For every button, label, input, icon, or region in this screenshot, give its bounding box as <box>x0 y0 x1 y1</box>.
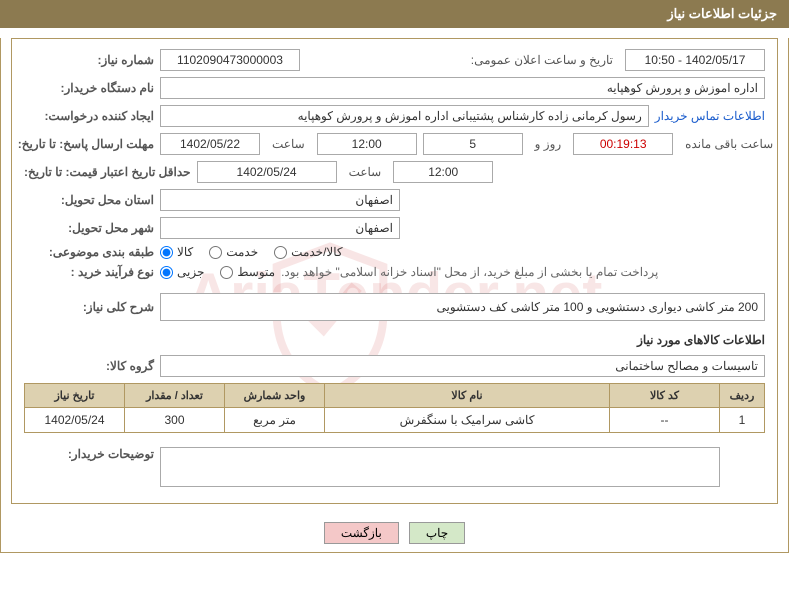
cell-unit: متر مربع <box>225 408 325 433</box>
buyer-org-label: نام دستگاه خریدار: <box>24 81 154 95</box>
col-name: نام کالا <box>325 384 610 408</box>
cell-qty: 300 <box>125 408 225 433</box>
cat-both-label: کالا/خدمت <box>291 245 342 259</box>
validity-time-field: 12:00 <box>393 161 493 183</box>
goods-table: ردیف کد کالا نام کالا واحد شمارش تعداد /… <box>24 383 765 433</box>
cell-row: 1 <box>720 408 765 433</box>
outer-panel: شماره نیاز: 1102090473000003 تاریخ و ساع… <box>0 38 789 553</box>
buyer-org-field: اداره اموزش و پرورش کوهپایه <box>160 77 765 99</box>
cell-code: -- <box>610 408 720 433</box>
proc-medium-label: متوسط <box>237 265 275 279</box>
table-row: 1 -- کاشی سرامیک با سنگفرش متر مربع 300 … <box>25 408 765 433</box>
deadline-label: مهلت ارسال پاسخ: تا تاریخ: <box>24 137 154 151</box>
buyer-contact-link[interactable]: اطلاعات تماس خریدار <box>655 109 765 123</box>
details-panel: شماره نیاز: 1102090473000003 تاریخ و ساع… <box>11 38 778 504</box>
announce-field: 1402/05/17 - 10:50 <box>625 49 765 71</box>
city-label: شهر محل تحویل: <box>24 221 154 235</box>
province-label: استان محل تحویل: <box>24 193 154 207</box>
cat-goods-label: کالا <box>177 245 193 259</box>
col-unit: واحد شمارش <box>225 384 325 408</box>
requester-field: رسول کرمانی زاده کارشناس پشتیبانی اداره … <box>160 105 649 127</box>
summary-label: شرح کلی نیاز: <box>24 300 154 314</box>
buyer-notes-box <box>160 447 720 487</box>
summary-field: 200 متر کاشی دیواری دستشویی و 100 متر کا… <box>160 293 765 321</box>
need-number-label: شماره نیاز: <box>24 53 154 67</box>
validity-date-field: 1402/05/24 <box>197 161 337 183</box>
process-radio-group: جزیی متوسط <box>160 265 275 279</box>
requester-label: ایجاد کننده درخواست: <box>24 109 154 123</box>
cat-both-radio[interactable] <box>274 246 287 259</box>
col-qty: تعداد / مقدار <box>125 384 225 408</box>
deadline-time-field: 12:00 <box>317 133 417 155</box>
remain-label: ساعت باقی مانده <box>679 137 779 151</box>
announce-label: تاریخ و ساعت اعلان عمومی: <box>465 53 619 67</box>
category-radio-group: کالا خدمت کالا/خدمت <box>160 245 343 259</box>
validity-time-label: ساعت <box>343 165 388 179</box>
deadline-time-label: ساعت <box>266 137 311 151</box>
col-row: ردیف <box>720 384 765 408</box>
group-label: گروه کالا: <box>24 359 154 373</box>
cell-name: کاشی سرامیک با سنگفرش <box>325 408 610 433</box>
days-label: روز و <box>529 137 568 151</box>
proc-small-radio[interactable] <box>160 266 173 279</box>
category-label: طبقه بندی موضوعی: <box>24 245 154 259</box>
need-number-field: 1102090473000003 <box>160 49 300 71</box>
panel-header: جزئیات اطلاعات نیاز <box>0 0 789 28</box>
goods-info-title: اطلاعات کالاهای مورد نیاز <box>24 333 765 347</box>
back-button[interactable]: بازگشت <box>324 522 399 544</box>
buyer-notes-label: توضیحات خریدار: <box>24 447 154 461</box>
deadline-date-field: 1402/05/22 <box>160 133 260 155</box>
cell-date: 1402/05/24 <box>25 408 125 433</box>
remain-time-field: 00:19:13 <box>573 133 673 155</box>
col-date: تاریخ نیاز <box>25 384 125 408</box>
validity-label: حداقل تاریخ اعتبار قیمت: تا تاریخ: <box>24 165 191 179</box>
days-field: 5 <box>423 133 523 155</box>
process-label: نوع فرآیند خرید : <box>24 265 154 279</box>
city-field: اصفهان <box>160 217 400 239</box>
cat-service-radio[interactable] <box>209 246 222 259</box>
cat-goods-radio[interactable] <box>160 246 173 259</box>
group-field: تاسیسات و مصالح ساختمانی <box>160 355 765 377</box>
proc-medium-radio[interactable] <box>220 266 233 279</box>
col-code: کد کالا <box>610 384 720 408</box>
button-bar: چاپ بازگشت <box>1 514 788 552</box>
cat-service-label: خدمت <box>226 245 258 259</box>
proc-small-label: جزیی <box>177 265 204 279</box>
province-field: اصفهان <box>160 189 400 211</box>
print-button[interactable]: چاپ <box>409 522 465 544</box>
payment-note: پرداخت تمام یا بخشی از مبلغ خرید، از محل… <box>281 265 658 279</box>
